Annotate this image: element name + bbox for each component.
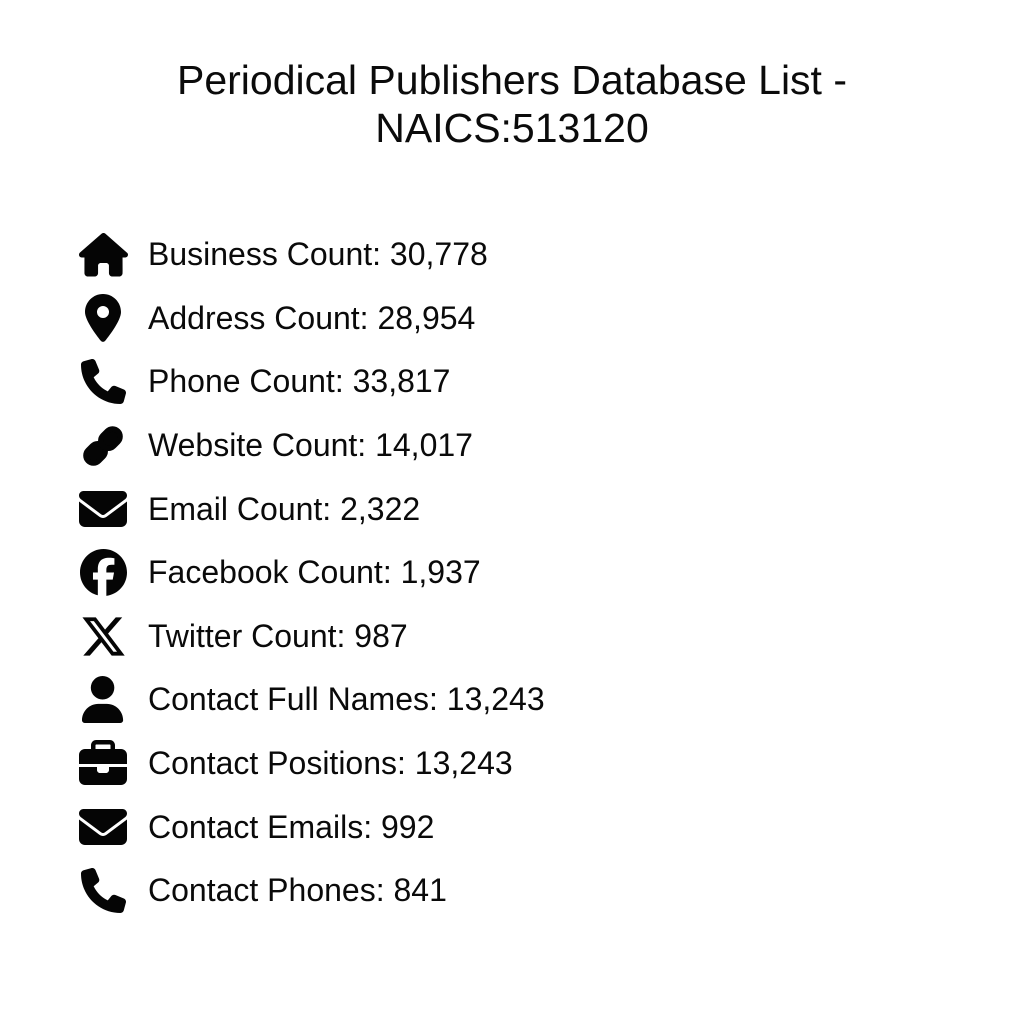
stat-text: Contact Phones: 841 xyxy=(148,872,447,909)
stat-text: Contact Positions: 13,243 xyxy=(148,745,513,782)
stat-row-address-count: Address Count: 28,954 xyxy=(78,287,1024,351)
stat-row-contact-phones: Contact Phones: 841 xyxy=(78,859,1024,923)
stat-text: Twitter Count: 987 xyxy=(148,617,408,654)
envelope-icon xyxy=(78,484,128,534)
stat-text: Phone Count: 33,817 xyxy=(148,363,451,400)
stat-text: Email Count: 2,322 xyxy=(148,490,421,527)
stat-row-contact-emails: Contact Emails: 992 xyxy=(78,795,1024,859)
stat-row-phone-count: Phone Count: 33,817 xyxy=(78,350,1024,414)
stat-row-business-count: Business Count: 30,778 xyxy=(78,223,1024,287)
stat-row-contact-full-names: Contact Full Names: 13,243 xyxy=(78,668,1024,732)
link-icon xyxy=(78,421,128,471)
phone-icon xyxy=(78,357,128,407)
stats-list: Business Count: 30,778 Address Count: 28… xyxy=(78,223,1024,923)
stat-row-facebook-count: Facebook Count: 1,937 xyxy=(78,541,1024,605)
user-icon xyxy=(78,675,128,725)
page-title: Periodical Publishers Database List - NAI… xyxy=(72,56,952,152)
stat-text: Contact Full Names: 13,243 xyxy=(148,681,545,718)
stat-row-website-count: Website Count: 14,017 xyxy=(78,414,1024,478)
stat-row-contact-positions: Contact Positions: 13,243 xyxy=(78,732,1024,796)
stat-row-twitter-count: Twitter Count: 987 xyxy=(78,605,1024,669)
stat-text: Contact Emails: 992 xyxy=(148,808,435,845)
stat-row-email-count: Email Count: 2,322 xyxy=(78,477,1024,541)
stat-text: Website Count: 14,017 xyxy=(148,427,473,464)
page: Periodical Publishers Database List - NAI… xyxy=(0,56,1024,1024)
stat-text: Business Count: 30,778 xyxy=(148,236,488,273)
house-icon xyxy=(78,230,128,280)
location-pin-icon xyxy=(78,293,128,343)
phone-icon xyxy=(78,866,128,916)
envelope-icon xyxy=(78,802,128,852)
stat-text: Facebook Count: 1,937 xyxy=(148,554,481,591)
x-twitter-icon xyxy=(78,611,128,661)
stat-text: Address Count: 28,954 xyxy=(148,299,476,336)
page-title-line2: NAICS:513120 xyxy=(375,105,649,151)
facebook-icon xyxy=(78,548,128,598)
page-title-line1: Periodical Publishers Database List - xyxy=(177,57,847,103)
briefcase-icon xyxy=(78,739,128,789)
